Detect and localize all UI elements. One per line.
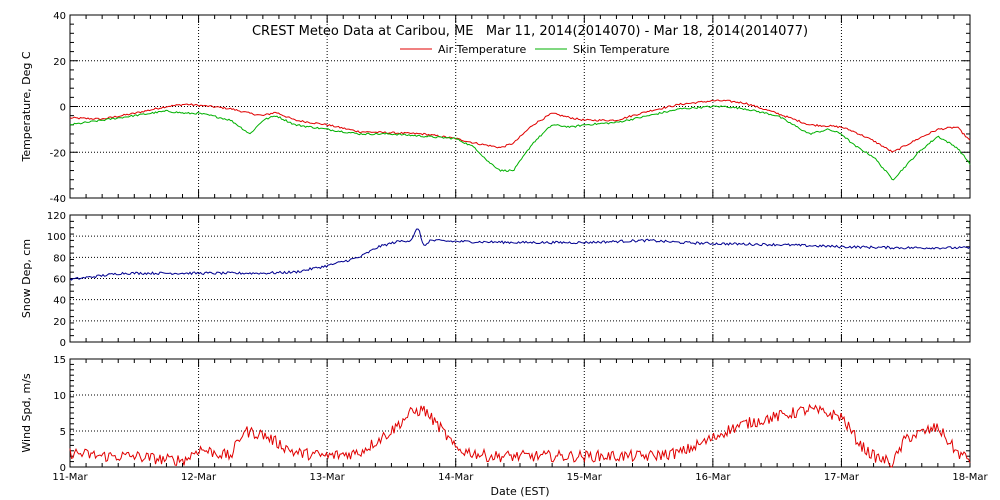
series-line-air-temperature: [69, 99, 971, 153]
y-axis-label: Temperature, Deg C: [20, 51, 33, 162]
series-line-snow-depth: [69, 228, 971, 281]
legend-entry: Skin Temperature: [573, 43, 670, 56]
x-tick-label: 11-Mar: [52, 472, 88, 483]
y-tick-label: 40: [53, 11, 66, 22]
y-tick-label: -40: [50, 194, 66, 205]
y-tick-label: 10: [53, 391, 66, 402]
x-tick-label: 12-Mar: [181, 472, 217, 483]
x-tick-label: 14-Mar: [438, 472, 474, 483]
panel-snow-depth: 0 20 40 60 80 100 120 Snow Dep, cm: [20, 211, 971, 349]
y-tick-label: 80: [53, 253, 66, 264]
x-tick-label: 15-Mar: [567, 472, 603, 483]
y-tick-label: 40: [53, 296, 66, 307]
panel-temperature: -40 -20 0 20 40 Temperature, Deg C Air Tempera…: [20, 11, 971, 205]
panel-wind-speed: 0 5 10 15 Wind Spd, m/s 11-Mar 12-Mar 13-Mar 14-…: [20, 355, 988, 483]
x-tick-label: 13-Mar: [310, 472, 346, 483]
y-tick-label: 100: [47, 232, 66, 243]
y-axis-label: Wind Spd, m/s: [20, 373, 33, 453]
y-tick-label: 0: [60, 103, 66, 114]
y-tick-label: 60: [53, 275, 66, 286]
x-axis-label: Date (EST): [490, 485, 549, 498]
y-tick-label: 20: [53, 317, 66, 328]
series-line-skin-temperature: [69, 105, 971, 181]
y-tick-label: 120: [47, 211, 66, 222]
x-tick-label: 17-Mar: [824, 472, 860, 483]
x-tick-label: 16-Mar: [695, 472, 731, 483]
chart-title: CREST Meteo Data at Caribou, ME Mar 11, …: [252, 24, 808, 39]
x-tick-label: 18-Mar: [952, 472, 988, 483]
y-tick-label: 15: [53, 355, 66, 366]
y-tick-label: 0: [60, 338, 66, 349]
y-tick-label: -20: [50, 148, 66, 159]
y-tick-label: 20: [53, 57, 66, 68]
y-tick-label: 0: [60, 463, 66, 474]
legend-entry: Air Temperature: [438, 43, 527, 56]
y-axis-label: Snow Dep, cm: [20, 239, 33, 318]
y-tick-label: 5: [60, 427, 66, 438]
series-line-wind-speed: [69, 403, 971, 468]
